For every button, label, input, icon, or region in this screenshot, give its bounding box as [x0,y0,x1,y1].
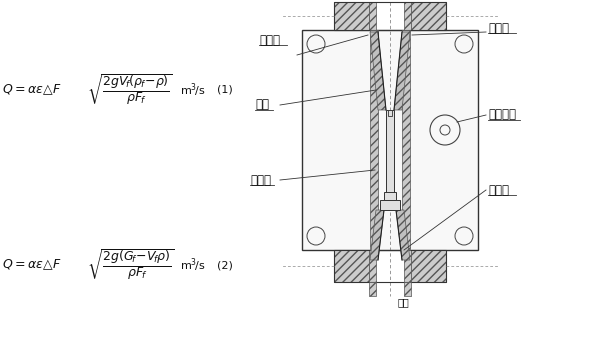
Text: 显示器: 显示器 [259,34,280,47]
Text: 牙距: 牙距 [398,297,410,307]
Text: $Q = \alpha\varepsilon\!\bigtriangleup\! F$: $Q = \alpha\varepsilon\!\bigtriangleup\!… [2,83,62,97]
Bar [402,30,410,250]
Text: $\mathrm{m}^3\!/\mathrm{s}$: $\mathrm{m}^3\!/\mathrm{s}$ [180,256,205,274]
Bar [369,250,376,282]
Polygon shape [370,32,386,110]
Bar [388,110,392,116]
Polygon shape [396,210,410,260]
Text: 浮子: 浮子 [255,98,269,111]
Bar [404,250,411,282]
Text: $\sqrt{\dfrac{2gV_{\!f}(\rho_{\!f}\!-\!\rho)}{\rho F_{\!f}}}$: $\sqrt{\dfrac{2gV_{\!f}(\rho_{\!f}\!-\!\… [87,73,173,107]
Text: $\mathrm{m}^3\!/\mathrm{s}$: $\mathrm{m}^3\!/\mathrm{s}$ [180,81,205,99]
Bar [334,2,446,30]
Text: (2): (2) [217,260,233,270]
Text: (1): (1) [217,85,233,95]
Bar [384,192,396,200]
Bar [369,2,376,30]
Text: 测量管: 测量管 [488,22,509,35]
Text: 随动系统: 随动系统 [488,108,516,121]
Polygon shape [394,32,410,110]
Bar [411,250,446,282]
Text: 导向管: 导向管 [250,174,271,187]
Bar [404,282,411,296]
Text: $\sqrt{\dfrac{2g(G_{\!f}\!-\!V_{\!f}\rho)}{\rho F_{\!f}}}$: $\sqrt{\dfrac{2g(G_{\!f}\!-\!V_{\!f}\rho… [87,248,175,282]
Bar [334,2,369,30]
Polygon shape [370,210,384,260]
Bar [386,110,394,210]
Bar [404,2,411,30]
Bar [369,282,376,296]
Text: $Q = \alpha\varepsilon\!\bigtriangleup\! F$: $Q = \alpha\varepsilon\!\bigtriangleup\!… [2,258,62,272]
Text: 锥形管: 锥形管 [488,184,509,197]
Bar [411,2,446,30]
Bar [302,30,478,250]
Bar [370,30,378,250]
Bar [334,250,369,282]
Bar [334,250,446,282]
Bar [380,200,400,210]
